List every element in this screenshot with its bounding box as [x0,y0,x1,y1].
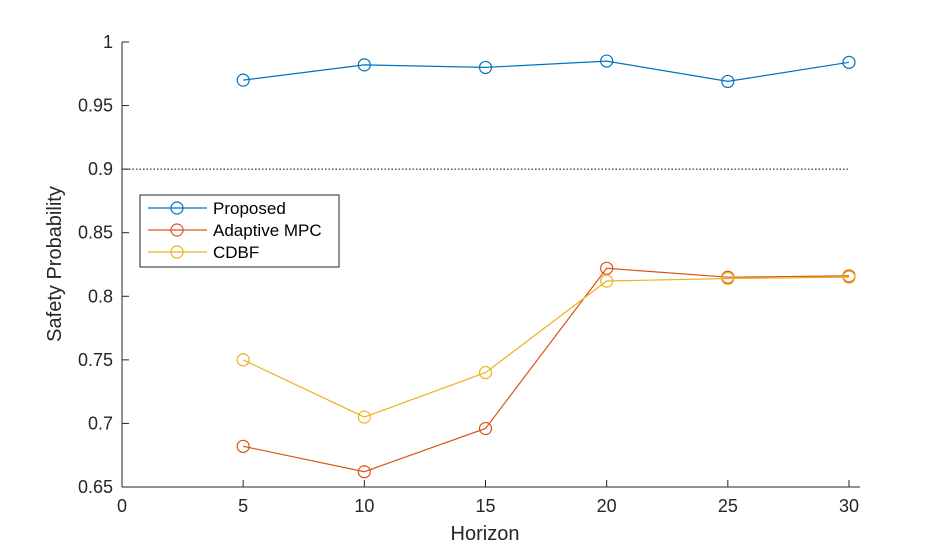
legend-item: Proposed [148,199,286,218]
y-tick-label: 0.95 [78,96,113,116]
data-point [478,421,493,436]
legend-item: Adaptive MPC [148,221,322,240]
data-point [600,54,614,68]
y-tick-label: 0.9 [88,159,113,179]
y-tick-label: 0.7 [88,413,113,433]
data-point [600,274,614,288]
x-tick-label: 30 [839,496,859,516]
y-tick-label: 1 [103,32,113,52]
series-line [242,276,850,418]
x-tick-label: 10 [354,496,374,516]
y-tick-label: 0.75 [78,350,113,370]
x-tick-label: 5 [238,496,248,516]
data-point [236,439,250,453]
series-line [243,60,850,83]
data-point [842,55,856,69]
data-point [236,353,250,367]
legend-marker [170,245,184,259]
legend-label: CDBF [213,243,259,262]
legend: Proposed Adaptive MPC CDBF [139,194,340,268]
data-point [721,271,735,286]
data-point [600,261,614,275]
legend-marker [170,201,184,215]
x-tick-label: 25 [718,496,738,516]
series-cdbf [236,270,856,424]
x-tick-label: 15 [475,496,495,516]
series-line [243,267,850,473]
x-tick-label: 20 [597,496,617,516]
y-tick-label: 0.8 [88,286,113,306]
legend-box [139,194,340,268]
x-tick-label: 0 [117,496,127,516]
data-point [357,465,371,479]
legend-marker [170,223,184,237]
legend-label: Proposed [213,199,286,218]
x-axis-label: Horizon [451,523,520,545]
data-point [357,410,371,424]
data-point [478,365,493,380]
data-point [357,58,371,72]
y-axis-label: Safety Probability [44,186,66,342]
data-point [478,60,493,75]
series-proposed [236,54,856,89]
y-tick-label: 0.65 [78,477,113,497]
axes: 0 5 10 15 20 25 30 0.65 0.7 0.75 0.8 0.85 0.9 0.95 1 [78,32,860,516]
legend-item: CDBF [148,243,259,262]
y-tick-label: 0.85 [78,223,113,243]
series-layer [236,54,856,479]
data-point [236,73,250,87]
data-point [721,74,735,89]
legend-label: Adaptive MPC [213,221,322,240]
data-point [842,270,856,284]
